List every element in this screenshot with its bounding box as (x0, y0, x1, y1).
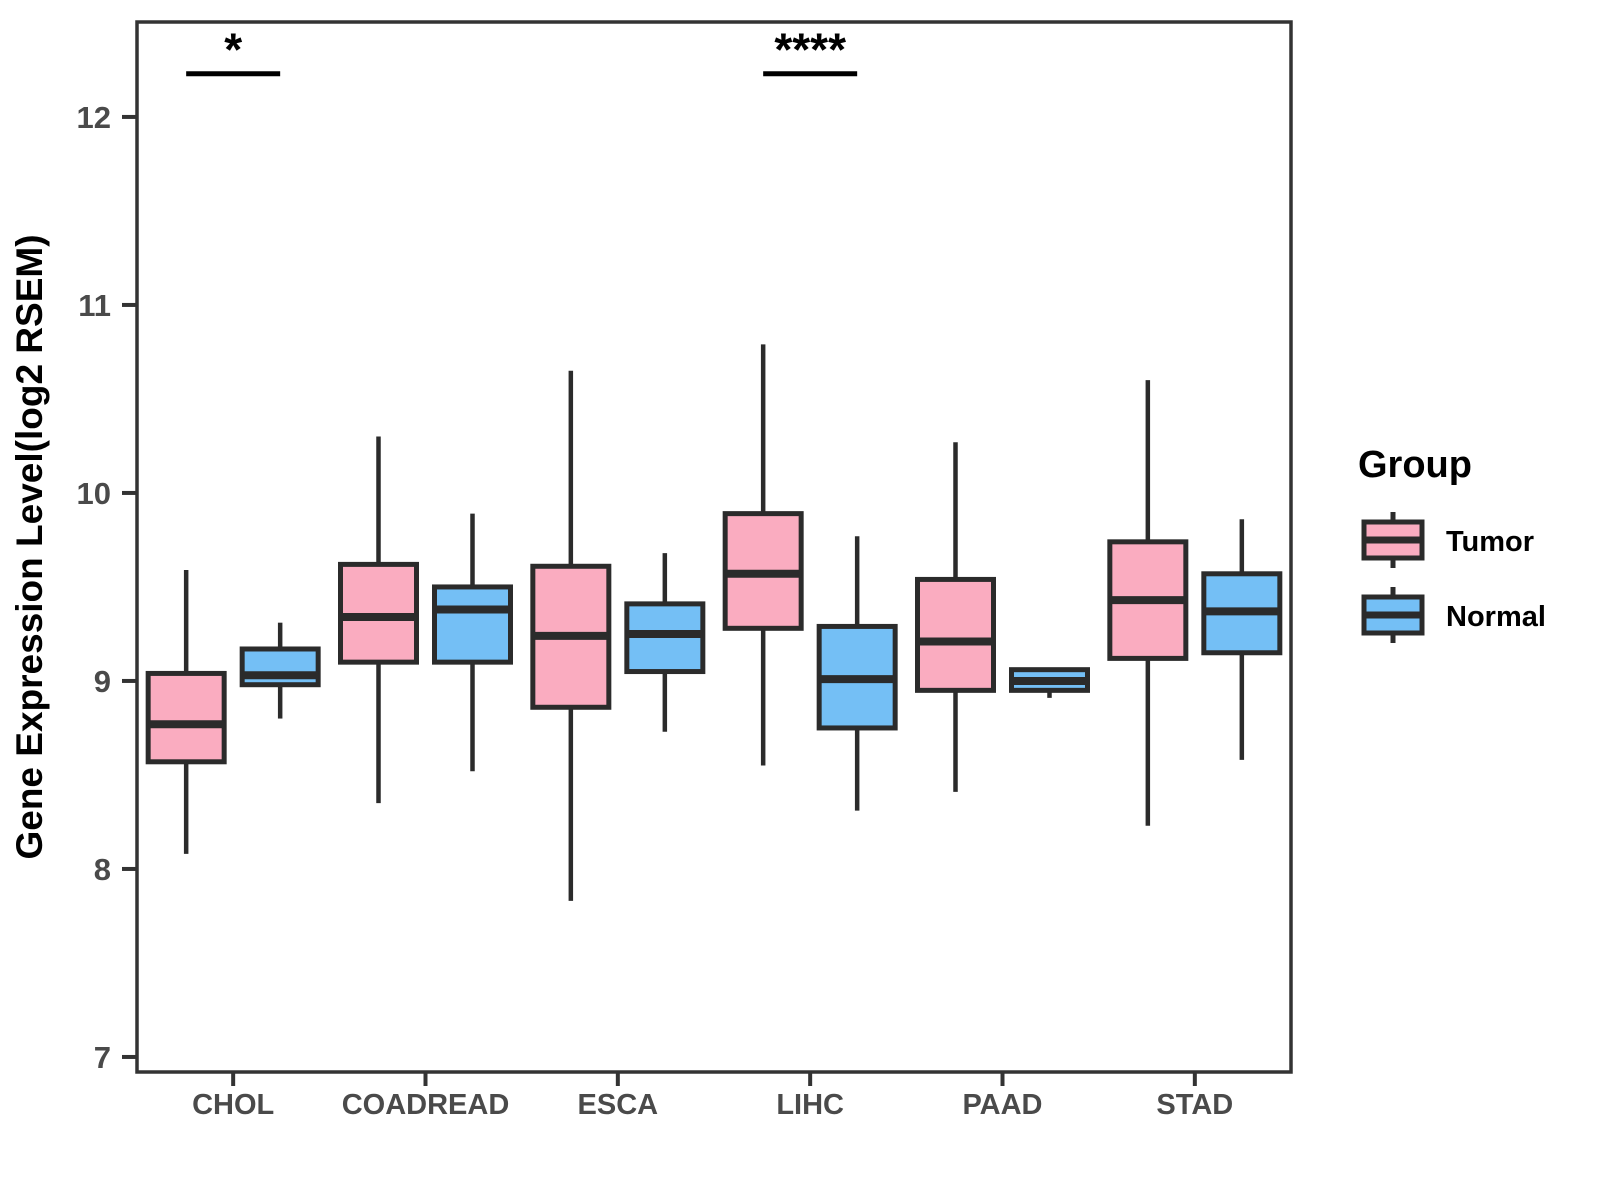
box-tumor-paad (915, 576, 996, 693)
panel-border (135, 20, 1293, 1074)
y-tick-label: 11 (78, 288, 111, 323)
x-tick-label-esca: ESCA (578, 1089, 659, 1121)
legend-key-tumor-icon (1361, 512, 1425, 568)
x-tick-label-coadread: COADREAD (342, 1089, 510, 1121)
legend-label-normal: Normal (1446, 601, 1546, 633)
x-tick-label-lihc: LIHC (776, 1089, 844, 1121)
x-tick-label-chol: CHOL (192, 1089, 274, 1121)
y-tick-label: 10 (77, 476, 111, 511)
legend-key-normal-icon (1361, 587, 1425, 643)
x-tick-label-paad: PAAD (962, 1089, 1042, 1121)
y-tick-label: 7 (94, 1040, 111, 1075)
x-tick-label-stad: STAD (1156, 1089, 1233, 1121)
y-axis-title: Gene Expression Level(log2 RSEM) (9, 234, 50, 859)
box-tumor-chol (145, 670, 227, 765)
box-normal-chol (239, 646, 321, 688)
y-tick-label: 8 (94, 852, 111, 887)
sig-label-lihc: **** (774, 24, 846, 76)
legend: Group Tumor Normal (1358, 444, 1546, 643)
legend-label-tumor: Tumor (1446, 526, 1534, 558)
box-normal-coadread (432, 584, 513, 665)
y-tick-label: 12 (77, 100, 111, 135)
sig-label-chol: * (224, 24, 242, 76)
legend-title: Group (1358, 444, 1472, 486)
y-tick-label: 9 (94, 664, 111, 699)
